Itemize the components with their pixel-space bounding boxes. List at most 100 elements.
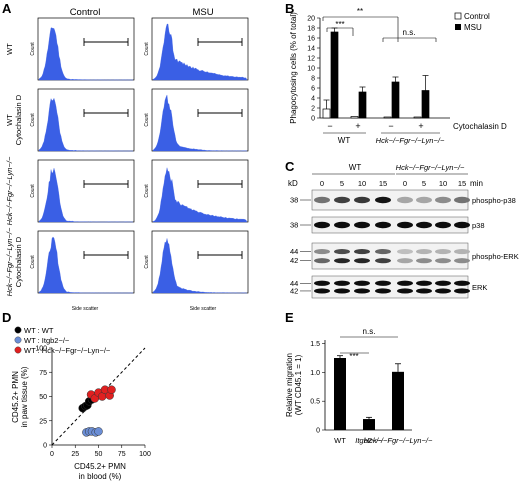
x-tick-label: 25 xyxy=(71,451,79,458)
panel-letter-d: D xyxy=(2,310,11,325)
significance-label: n.s. xyxy=(363,327,376,336)
legend-swatch-control xyxy=(454,12,462,20)
time-label: 15 xyxy=(379,179,387,188)
significance-label: *** xyxy=(335,20,344,29)
blot-band xyxy=(454,248,470,255)
y-axis-label: Count xyxy=(144,184,150,198)
panel-e-bar-chart: Relative migration (WT CD45.1 = 1) *** n… xyxy=(285,327,433,445)
blot-band xyxy=(375,248,391,255)
blot-band xyxy=(334,288,350,294)
min-label: min xyxy=(470,179,483,188)
y-tick-label: 18 xyxy=(307,26,315,33)
y-tick-label: 4 xyxy=(311,96,315,103)
panel-letter-c: C xyxy=(285,159,295,174)
blot-band xyxy=(416,258,432,264)
histogram xyxy=(152,238,248,294)
blot-band xyxy=(416,221,432,229)
legend-label: WT : Itgb2−/− xyxy=(24,336,70,345)
y-axis-label: Count xyxy=(30,184,36,198)
y-axis-label: Count xyxy=(144,42,150,56)
blot-band xyxy=(416,248,432,255)
bar xyxy=(334,358,346,430)
panel-letter-e: E xyxy=(285,310,294,325)
blot-label: p38 xyxy=(472,221,485,230)
x-axis-label: Side scatter xyxy=(72,306,99,312)
bar-control xyxy=(413,116,422,119)
y-tick-label: 25 xyxy=(39,418,47,425)
group-label-wt: WT xyxy=(349,163,362,172)
y-tick-label: 10 xyxy=(307,66,315,73)
y-tick-label: 0.5 xyxy=(310,399,320,406)
x-tick-label: 0 xyxy=(50,451,54,458)
blot-band xyxy=(435,221,451,229)
group-label-wt: WT xyxy=(338,136,351,145)
cyto-sign: + xyxy=(418,121,423,131)
blot-band xyxy=(354,221,370,229)
blot-band xyxy=(334,221,350,229)
bar-control xyxy=(350,116,359,119)
histogram xyxy=(152,167,248,223)
group-label-ko: Hck−/−Fgr−/−Lyn−/− xyxy=(396,163,465,172)
blot-band xyxy=(454,280,470,286)
bar-msu xyxy=(391,81,400,119)
y-tick-label: 8 xyxy=(311,76,315,83)
blot-band xyxy=(314,196,330,204)
y-axis-label-line1: Relative migration xyxy=(285,353,294,417)
x-axis-label-line2: in blood (%) xyxy=(79,472,122,481)
y-tick-label: 14 xyxy=(307,46,315,53)
data-point xyxy=(94,427,103,436)
y-axis-label: Count xyxy=(144,113,150,127)
y-axis-label-line2: (WT CD45.1 = 1) xyxy=(294,354,303,415)
y-axis-label: Count xyxy=(144,255,150,269)
blot-band xyxy=(334,258,350,264)
y-axis-label: Count xyxy=(30,113,36,127)
blot-band xyxy=(334,280,350,286)
kd-marker: 38 xyxy=(290,196,298,205)
y-tick-label: 1.5 xyxy=(310,341,320,348)
y-tick-label: 20 xyxy=(307,16,315,23)
significance-label: n.s. xyxy=(403,28,416,37)
blot-band xyxy=(397,196,413,204)
cytochalasin-label: Cytochalasin D xyxy=(453,122,507,131)
blot-band xyxy=(354,288,370,294)
y-tick-label: 2 xyxy=(311,106,315,113)
blot-band xyxy=(416,288,432,294)
blot-band xyxy=(435,196,451,204)
blot-band xyxy=(375,280,391,286)
blot-band xyxy=(435,288,451,294)
y-tick-label: 75 xyxy=(39,370,47,377)
legend-label-control: Control xyxy=(464,12,490,21)
blot-band xyxy=(314,280,330,286)
blot-band xyxy=(375,196,391,204)
blot-label: ERK xyxy=(472,283,487,292)
blot-band xyxy=(354,280,370,286)
kd-marker: 38 xyxy=(290,221,298,230)
histogram xyxy=(152,94,248,152)
x-axis-label: Side scatter xyxy=(190,306,217,312)
data-point xyxy=(107,385,116,394)
histogram xyxy=(38,97,133,152)
blot-band xyxy=(375,258,391,264)
x-axis-label-line1: CD45.2+ PMN xyxy=(74,462,126,471)
panel-d-scatter: CD45.2+ PMN in paw tissue (%) CD45.2+ PM… xyxy=(11,326,151,481)
x-tick-label: 100 xyxy=(139,451,151,458)
bar-msu xyxy=(421,90,430,119)
panel-b-bar-chart: Phagocytosing cells (% of total) Control… xyxy=(289,7,507,145)
panel-c-western-blot: WT Hck−/−Fgr−/−Lyn−/− kD min 0 5 10 15 0 5 10 1… xyxy=(288,163,519,299)
bar xyxy=(363,419,375,430)
col-label-msu: MSU xyxy=(192,7,213,18)
blot-band xyxy=(334,196,350,204)
y-axis-label-line1: CD45.2+ PMN xyxy=(11,371,20,423)
legend-label: WT : WT xyxy=(24,326,54,335)
blot-band xyxy=(314,248,330,255)
panel-a-histograms: Control MSU Side scatter Side scatter WT… xyxy=(5,7,249,312)
time-label: 15 xyxy=(458,179,466,188)
y-tick-label: 0 xyxy=(311,116,315,123)
significance-label: ** xyxy=(357,7,363,16)
legend-marker xyxy=(14,346,22,354)
row-label: Cytochalasin D xyxy=(14,236,23,287)
blot-band xyxy=(435,280,451,286)
time-label: 10 xyxy=(358,179,366,188)
histogram xyxy=(152,23,248,81)
